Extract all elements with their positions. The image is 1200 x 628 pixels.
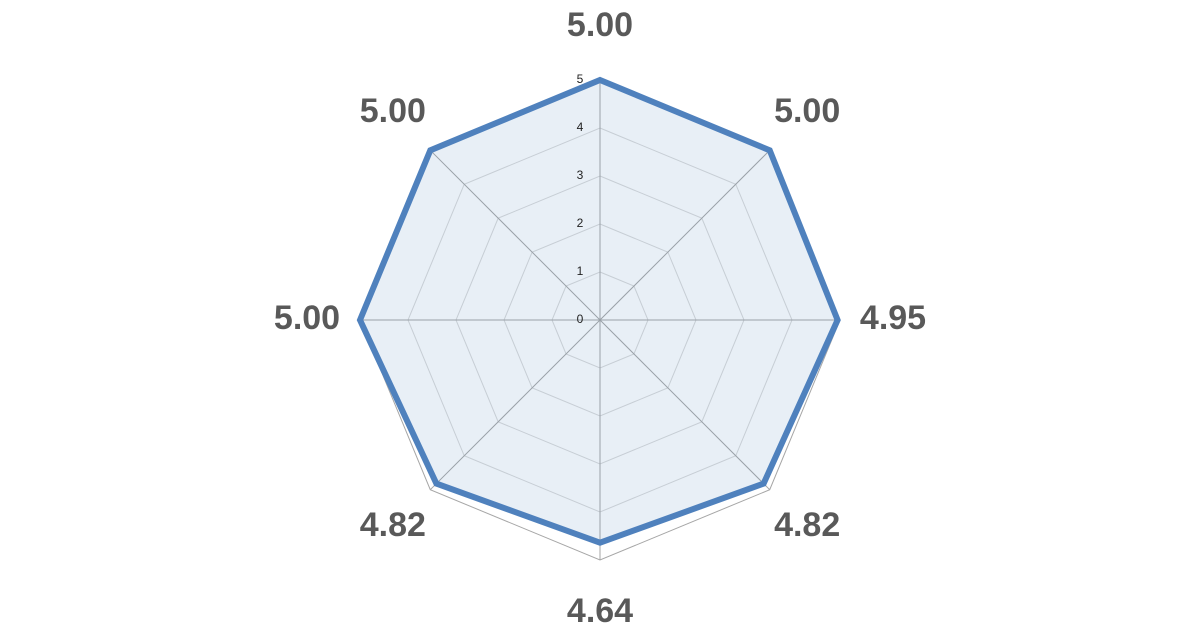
tick-label: 4	[577, 120, 584, 134]
tick-label: 2	[577, 216, 584, 230]
tick-label: 0	[577, 312, 584, 326]
value-label: 5.00	[567, 6, 633, 44]
value-label: 5.00	[274, 299, 340, 337]
tick-label: 3	[577, 168, 584, 182]
spoke	[599, 319, 771, 491]
value-label: 5.00	[360, 92, 426, 130]
spoke	[429, 149, 601, 321]
value-label: 4.64	[567, 592, 633, 628]
value-label: 4.82	[774, 506, 840, 544]
spoke	[429, 319, 601, 491]
value-label: 4.95	[860, 299, 926, 337]
radar-area	[356, 76, 841, 546]
tick-label: 5	[577, 72, 584, 86]
value-label: 4.82	[360, 506, 426, 544]
spoke	[599, 149, 771, 321]
tick-label: 1	[577, 264, 584, 278]
value-label: 5.00	[774, 92, 840, 130]
